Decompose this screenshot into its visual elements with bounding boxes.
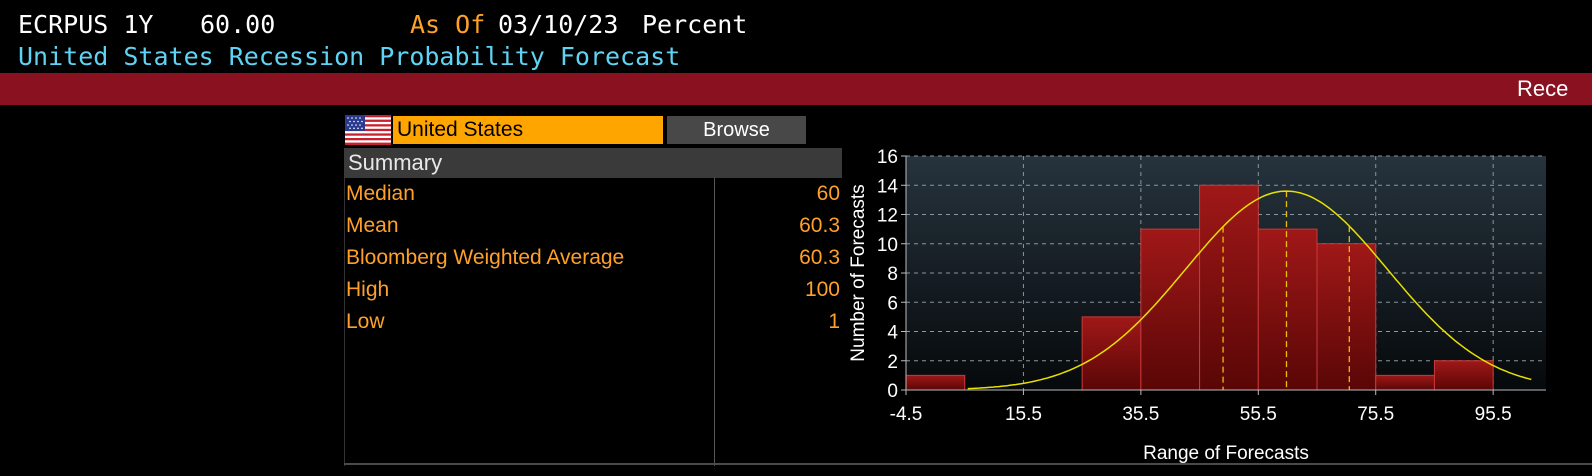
unit-label: Percent <box>642 10 748 39</box>
summary-title: Summary <box>344 148 842 178</box>
summary-value: 60.3 <box>799 214 840 237</box>
y-tick-label: 4 <box>887 323 898 344</box>
histogram-bar <box>905 374 966 391</box>
summary-label: Bloomberg Weighted Average <box>346 246 625 269</box>
panel-bottom-border <box>344 463 1592 465</box>
summary-row-mean: Mean 60.3 <box>344 211 842 241</box>
x-tick-label: 75.5 <box>1357 404 1394 425</box>
summary-value: 60 <box>816 182 840 205</box>
x-tick-label: -4.5 <box>890 404 923 425</box>
y-axis-label: Number of Forecasts <box>848 184 869 361</box>
summary-value: 1 <box>828 310 840 333</box>
as-of-label: As Of <box>410 10 486 39</box>
histogram-bar <box>1257 228 1318 391</box>
summary-label: Low <box>346 310 385 333</box>
x-axis-label: Range of Forecasts <box>1143 443 1309 464</box>
y-tick-label: 16 <box>877 147 898 168</box>
banner-label: Rece <box>1517 76 1569 101</box>
y-tick-label: 0 <box>887 381 898 402</box>
summary-panel: Summary Median 60 Mean 60.3 Bloomberg We… <box>344 148 844 468</box>
us-flag-icon <box>345 115 391 145</box>
summary-row-high: High 100 <box>344 275 842 305</box>
country-select[interactable]: United States <box>393 116 663 144</box>
y-tick-label: 8 <box>887 264 898 285</box>
x-tick-label: 15.5 <box>1005 404 1042 425</box>
histogram-bar <box>1199 184 1259 391</box>
x-tick-label: 35.5 <box>1122 404 1159 425</box>
summary-value: 60.3 <box>799 246 840 269</box>
ticker: ECRPUS 1Y <box>18 10 154 39</box>
as-of-date: 03/10/23 <box>498 10 619 39</box>
y-tick-label: 14 <box>877 176 899 197</box>
page-title: United States Recession Probability Fore… <box>18 42 681 71</box>
summary-label: High <box>346 278 390 301</box>
summary-row-weighted-average: Bloomberg Weighted Average 60.3 <box>344 243 842 273</box>
normal-distribution-curve <box>967 190 1532 390</box>
x-tick-label: 55.5 <box>1240 404 1277 425</box>
y-tick-label: 10 <box>877 235 898 256</box>
summary-row-median: Median 60 <box>344 179 842 209</box>
summary-value: 100 <box>804 278 840 301</box>
y-tick-label: 2 <box>887 352 898 373</box>
forecast-histogram: 0 2 4 6 8 10 12 14 16 -4.5 15.5 35.5 55.5 75.5 95.5 R… <box>848 147 1546 464</box>
summary-border <box>344 178 345 466</box>
x-tick-label: 95.5 <box>1475 404 1512 425</box>
header-line: ECRPUS 1Y 60.00 As Of 03/10/23 Percent <box>18 10 747 40</box>
current-value: 60.00 <box>200 10 276 39</box>
histogram-bar <box>1433 360 1494 391</box>
browse-button[interactable]: Browse <box>667 116 806 144</box>
histogram-bar <box>1375 374 1435 391</box>
histogram-bar <box>1316 243 1377 391</box>
summary-column-divider <box>714 178 715 466</box>
summary-row-low: Low 1 <box>344 307 842 337</box>
y-tick-label: 12 <box>877 206 898 227</box>
summary-label: Median <box>346 182 415 205</box>
summary-label: Mean <box>346 214 399 237</box>
y-tick-label: 6 <box>887 293 898 314</box>
banner-bar: Rece <box>0 73 1592 105</box>
